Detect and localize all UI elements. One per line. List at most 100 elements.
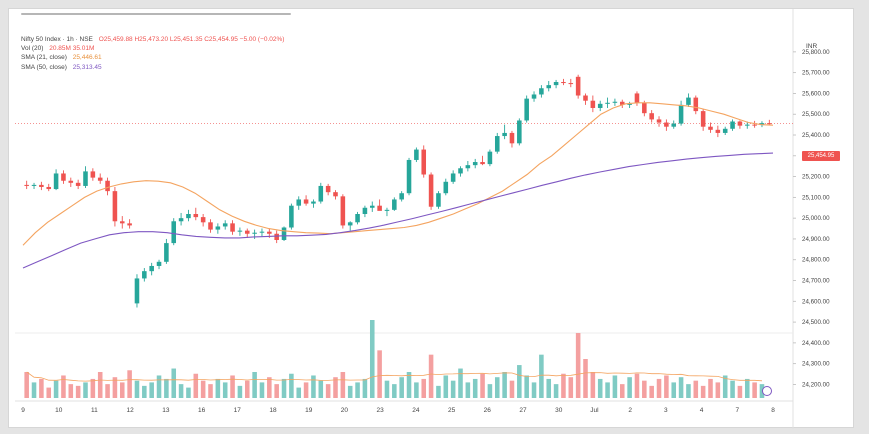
time-tick-label: 13 bbox=[162, 407, 170, 414]
volume-bar bbox=[568, 377, 574, 398]
volume-bar bbox=[414, 382, 419, 398]
volume-bar bbox=[39, 378, 44, 398]
volume-bar bbox=[722, 375, 728, 398]
volume-bar bbox=[267, 377, 272, 398]
volume-bar bbox=[590, 372, 596, 398]
candlestick-chart[interactable]: 25,800.00 25,700.00 25,600.00 25,500.00 25,4… bbox=[9, 9, 855, 429]
volume-bar bbox=[384, 380, 390, 398]
candle-body bbox=[524, 98, 529, 121]
volume-bar bbox=[715, 382, 721, 398]
time-tick-label: 26 bbox=[484, 407, 492, 414]
candle-body bbox=[377, 205, 382, 211]
candle-body bbox=[134, 278, 140, 304]
volume-bar bbox=[149, 382, 154, 398]
volume-bar bbox=[90, 378, 96, 398]
price-tick-label: 24,900.00 bbox=[802, 236, 830, 243]
sma21-line bbox=[22, 102, 774, 246]
volume-bar bbox=[759, 384, 765, 398]
price-tick-label: 25,700.00 bbox=[802, 70, 830, 77]
sma50-line bbox=[22, 152, 774, 269]
volume-bar bbox=[53, 380, 59, 398]
time-tick-label: Jul bbox=[590, 407, 599, 414]
volume-bar bbox=[208, 384, 213, 398]
price-tick-label: 25,400.00 bbox=[802, 132, 830, 139]
volume-bar bbox=[325, 384, 331, 398]
volume-bar bbox=[450, 380, 456, 398]
volume-bar bbox=[24, 372, 29, 398]
volume-bar bbox=[193, 373, 199, 398]
candle-body bbox=[421, 149, 427, 175]
volume-values: 20.85M 35.01M bbox=[49, 45, 95, 53]
price-tick-label: 24,500.00 bbox=[802, 319, 830, 326]
volume-bar bbox=[347, 385, 353, 398]
volume-bar bbox=[61, 375, 66, 398]
candle-body bbox=[590, 100, 596, 108]
volume-bar bbox=[215, 378, 221, 398]
time-tick-label: 9 bbox=[21, 407, 25, 414]
candle-body bbox=[369, 205, 375, 208]
candle-body bbox=[97, 177, 103, 181]
candle-body bbox=[31, 184, 37, 186]
volume-bar bbox=[642, 380, 647, 398]
chart-legend: Nifty 50 Index · 1h · NSE O25,459.88 H25… bbox=[21, 35, 284, 72]
candle-body bbox=[222, 223, 228, 227]
candle-body bbox=[156, 261, 162, 266]
volume-bar bbox=[671, 382, 677, 398]
time-tick-label: 30 bbox=[555, 407, 563, 414]
volume-bar bbox=[296, 387, 302, 398]
volume-bar bbox=[119, 382, 125, 398]
volume-bar bbox=[494, 377, 500, 398]
volume-bar bbox=[487, 384, 493, 398]
volume-bar bbox=[230, 375, 235, 398]
candle-body bbox=[215, 226, 221, 230]
candle-body bbox=[90, 171, 96, 178]
volume-bar bbox=[178, 384, 184, 398]
candle-body bbox=[517, 120, 522, 144]
volume-bar bbox=[46, 387, 52, 398]
volume-bar bbox=[97, 372, 103, 398]
candle-body bbox=[642, 102, 647, 114]
price-tick-label: 24,600.00 bbox=[802, 298, 830, 305]
candle-body bbox=[744, 124, 750, 126]
volume-bar bbox=[244, 380, 250, 398]
volume-bar bbox=[737, 385, 743, 398]
candle-body bbox=[119, 221, 125, 224]
volume-bar bbox=[752, 382, 757, 398]
time-tick-label: 16 bbox=[198, 407, 206, 414]
legend-symbol-row[interactable]: Nifty 50 Index · 1h · NSE O25,459.88 H25… bbox=[21, 35, 284, 44]
candle-body bbox=[164, 243, 169, 262]
candle-body bbox=[244, 230, 250, 234]
candle-body bbox=[303, 199, 309, 204]
volume-bar bbox=[369, 320, 375, 398]
legend-sma50-row[interactable]: SMA (50, close) 25,313.45 bbox=[21, 63, 284, 72]
legend-sma21-row[interactable]: SMA (21, close) 25,446.61 bbox=[21, 53, 284, 62]
go-to-realtime-button[interactable] bbox=[762, 386, 772, 396]
candle-body bbox=[112, 191, 118, 222]
candle-body bbox=[494, 136, 500, 152]
candle-body bbox=[333, 192, 338, 197]
symbol-name[interactable]: Nifty 50 Index · 1h · NSE bbox=[21, 36, 93, 43]
candle-body bbox=[340, 196, 346, 226]
candle-body bbox=[399, 193, 404, 200]
candle-body bbox=[208, 222, 213, 230]
candle-body bbox=[619, 101, 625, 105]
candle-body bbox=[671, 123, 677, 127]
candle-body bbox=[656, 119, 662, 123]
volume-bar bbox=[171, 368, 177, 398]
candle-body bbox=[53, 173, 59, 190]
candle-body bbox=[443, 181, 449, 194]
legend-volume-row[interactable]: Vol (20) 20.85M 35.01M bbox=[21, 44, 284, 53]
time-tick-label: 12 bbox=[127, 407, 135, 414]
candle-body bbox=[700, 111, 706, 127]
candle-body bbox=[355, 214, 360, 223]
candle-body bbox=[39, 184, 44, 187]
candle-body bbox=[605, 102, 610, 104]
volume-bar bbox=[730, 380, 735, 398]
chart-panel[interactable]: Nifty 50 Index · 1h · NSE O25,459.88 H25… bbox=[8, 8, 855, 429]
candle-body bbox=[752, 124, 757, 126]
candle-body bbox=[200, 217, 206, 223]
candle-body bbox=[612, 101, 618, 103]
volume-label: Vol (20) bbox=[21, 45, 44, 53]
candle-body bbox=[553, 82, 559, 86]
candle-body bbox=[362, 207, 368, 214]
